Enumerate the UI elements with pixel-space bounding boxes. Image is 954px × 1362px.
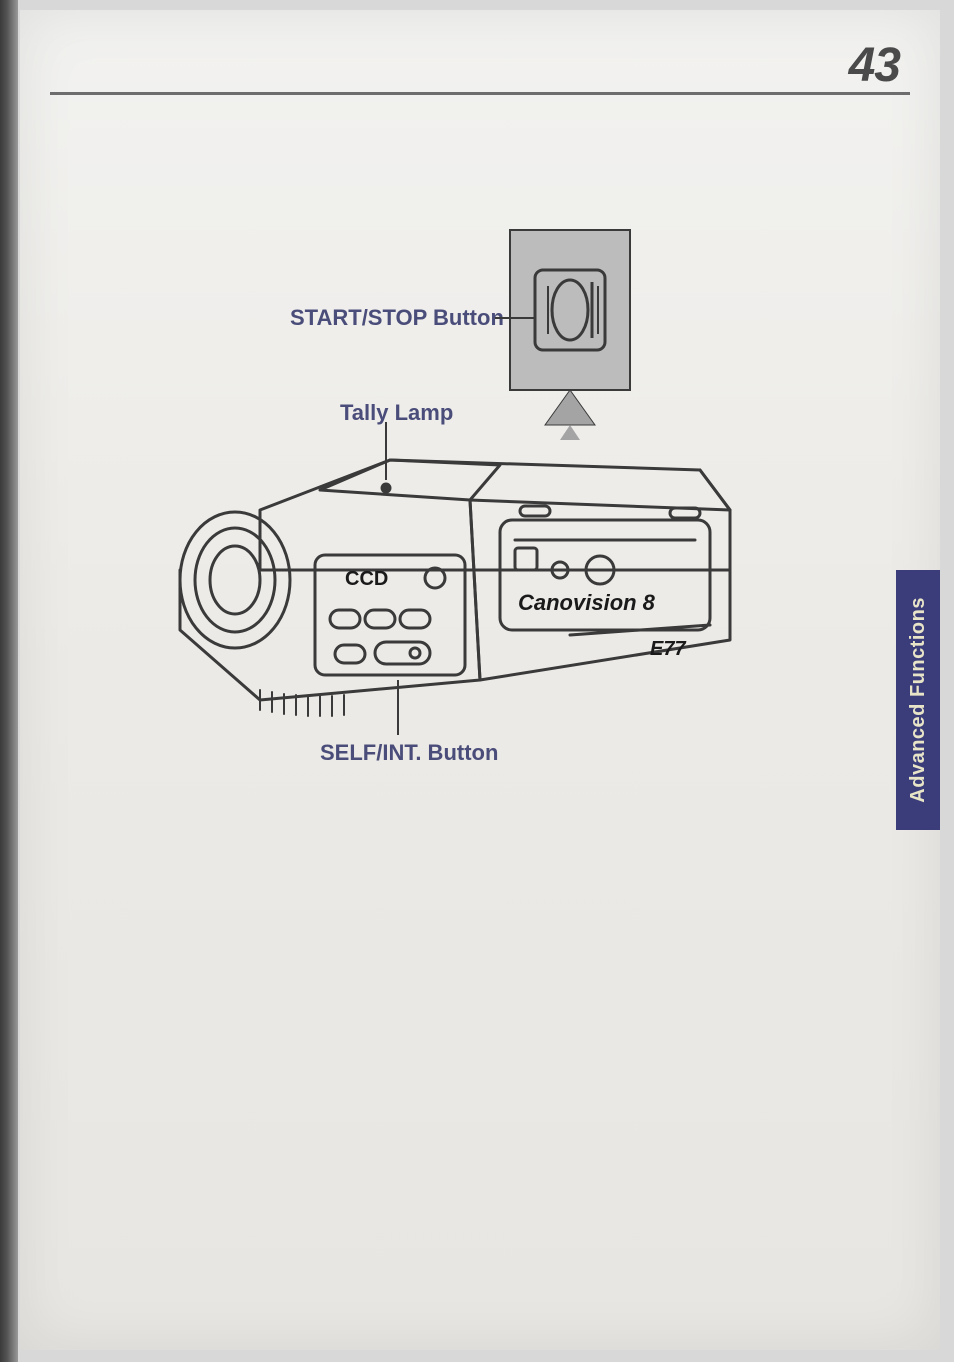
camcorder-body <box>180 460 730 716</box>
ccd-label: CCD <box>345 568 388 590</box>
page-number: 43 <box>849 38 900 93</box>
camcorder-illustration: CCD Canovision 8 E77 <box>140 210 860 810</box>
camcorder-diagram: START/STOP Button Tally Lamp SELF/INT. B… <box>140 210 860 810</box>
model-label: E77 <box>650 638 686 660</box>
section-tab-label: Advanced Functions <box>907 597 930 803</box>
brand-label: Canovision 8 <box>518 590 656 615</box>
horizontal-rule <box>50 92 910 95</box>
manual-page: 43 Advanced Functions START/STOP Button … <box>20 10 940 1350</box>
start-stop-callout <box>495 230 630 440</box>
binding-spine <box>0 0 18 1362</box>
section-tab-advanced-functions: Advanced Functions <box>896 570 940 830</box>
